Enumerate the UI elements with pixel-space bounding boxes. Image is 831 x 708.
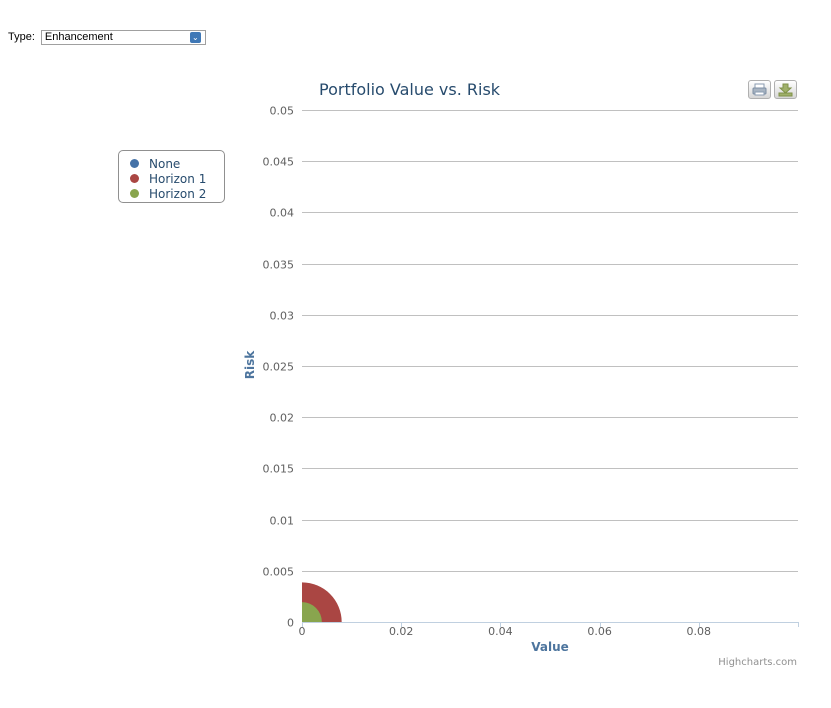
y-axis-title: Risk xyxy=(243,350,257,379)
y-tick-label: 0.03 xyxy=(270,310,295,323)
y-tick-label: 0.035 xyxy=(263,259,295,272)
legend-marker-horizon-2 xyxy=(130,189,139,198)
x-tick-label: 0.08 xyxy=(687,625,712,638)
x-axis-title: Value xyxy=(531,640,569,654)
legend-label-horizon-1: Horizon 1 xyxy=(149,171,207,186)
type-selector: Type: Enhancement ⌄ xyxy=(8,29,206,45)
y-tick-label: 0.045 xyxy=(263,156,295,169)
type-select-value: Enhancement xyxy=(44,30,113,43)
y-tick-label: 0.025 xyxy=(263,361,295,374)
printer-icon xyxy=(752,83,767,96)
legend-marker-horizon-1 xyxy=(130,174,139,183)
legend-label-none: None xyxy=(149,156,181,171)
print-button[interactable] xyxy=(748,80,771,99)
legend-marker-none xyxy=(130,159,139,168)
y-tick-label: 0.005 xyxy=(263,566,295,579)
chart-credits[interactable]: Highcharts.com xyxy=(718,657,797,668)
y-tick-label: 0.015 xyxy=(263,463,295,476)
x-tick-label: 0.06 xyxy=(587,625,612,638)
download-icon xyxy=(778,83,793,97)
chart-legend: None Horizon 1 Horizon 2 xyxy=(118,150,225,203)
bubble-horizon-2[interactable] xyxy=(282,602,322,642)
y-tick-label: 0.01 xyxy=(270,515,295,528)
chevron-down-icon[interactable]: ⌄ xyxy=(189,31,201,43)
y-tick-label: 0.02 xyxy=(270,412,295,425)
x-tick-label: 0.04 xyxy=(488,625,513,638)
legend-item-none[interactable]: None xyxy=(119,156,224,171)
type-select[interactable]: Enhancement ⌄ xyxy=(40,29,206,45)
x-tick-label: 0 xyxy=(299,625,306,638)
type-label: Type: xyxy=(8,31,35,43)
y-tick-label: 0.05 xyxy=(270,105,295,118)
chart-title: Portfolio Value vs. Risk xyxy=(319,80,501,99)
legend-item-horizon-1[interactable]: Horizon 1 xyxy=(119,171,224,186)
y-tick-label: 0 xyxy=(287,617,294,630)
legend-item-horizon-2[interactable]: Horizon 2 xyxy=(119,186,224,201)
y-tick-label: 0.04 xyxy=(270,207,295,220)
download-button[interactable] xyxy=(774,80,797,99)
x-tick-label: 0.02 xyxy=(389,625,414,638)
legend-label-horizon-2: Horizon 2 xyxy=(149,186,207,201)
